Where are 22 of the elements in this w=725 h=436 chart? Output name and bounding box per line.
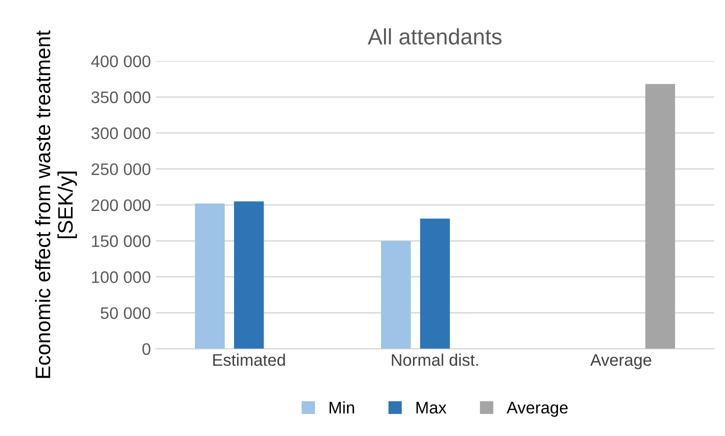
- y-tick-label: 250 000: [92, 163, 150, 176]
- bar: [234, 201, 264, 349]
- y-tick-label: 300 000: [91, 127, 150, 140]
- y-tick-label: 0: [142, 343, 150, 356]
- legend-label: Max: [416, 402, 446, 414]
- y-tick-label: 200 000: [92, 199, 150, 212]
- x-tick-label: Estimated: [213, 354, 285, 366]
- x-tick-label: Average: [590, 354, 652, 370]
- bar: [381, 240, 411, 349]
- y-tick-label: 100 000: [92, 271, 150, 284]
- y-tick-label: 350 000: [91, 91, 150, 104]
- bar: [645, 84, 676, 349]
- y-tick-label: 400 000: [91, 55, 150, 68]
- bar: [420, 218, 450, 349]
- y-tick-label: 150 000: [92, 235, 150, 248]
- chart-title: All attendants: [368, 28, 502, 45]
- legend-label: Average: [506, 402, 568, 417]
- y-axis-title: Economic effect from waste treatment [SEK/y]: [35, 30, 77, 378]
- bar: [194, 203, 225, 349]
- y-tick-label: 50 000: [100, 307, 150, 320]
- legend-label: Min: [330, 401, 354, 414]
- x-tick-label: Normal dist.: [392, 354, 478, 366]
